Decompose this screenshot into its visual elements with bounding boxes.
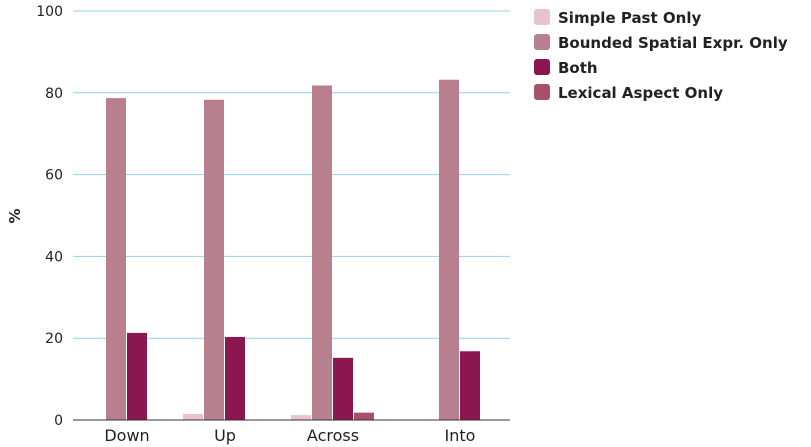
legend: Simple Past Only Bounded Spatial Expr. On… xyxy=(534,9,788,102)
y-tick-label: 100 xyxy=(36,4,63,20)
y-tick-label: 20 xyxy=(45,331,63,347)
y-tick-label: 80 xyxy=(45,86,63,102)
bar-across-3 xyxy=(354,412,374,420)
bar-into-1 xyxy=(439,79,459,420)
legend-swatch xyxy=(534,9,550,25)
bars xyxy=(106,79,480,421)
x-tick-label: Into xyxy=(445,426,476,445)
bar-down-2 xyxy=(127,332,147,420)
x-tick-labels: Down Up Across Into xyxy=(104,426,475,445)
y-tick-label: 0 xyxy=(54,413,63,429)
y-axis-title: % xyxy=(6,208,24,223)
bar-up-0 xyxy=(183,413,203,420)
y-tick-label: 60 xyxy=(45,168,63,184)
legend-swatch xyxy=(534,84,550,100)
legend-label: Lexical Aspect Only xyxy=(558,84,723,102)
bar-up-2 xyxy=(225,336,245,420)
legend-swatch xyxy=(534,59,550,75)
y-tick-label: 40 xyxy=(45,249,63,265)
bar-across-0 xyxy=(291,415,311,420)
gridlines xyxy=(73,10,510,339)
legend-label: Both xyxy=(558,59,598,77)
bar-across-1 xyxy=(312,85,332,421)
bar-down-1 xyxy=(106,98,126,420)
x-tick-label: Down xyxy=(104,426,149,445)
bar-across-2 xyxy=(333,357,353,420)
legend-label: Bounded Spatial Expr. Only xyxy=(558,34,788,52)
y-tick-labels: 0 20 40 60 80 100 xyxy=(36,4,63,429)
legend-swatch xyxy=(534,34,550,50)
bar-up-1 xyxy=(204,99,224,421)
x-tick-label: Up xyxy=(214,426,236,445)
x-tick-label: Across xyxy=(307,426,359,445)
bar-into-2 xyxy=(460,351,480,420)
legend-label: Simple Past Only xyxy=(558,9,701,27)
